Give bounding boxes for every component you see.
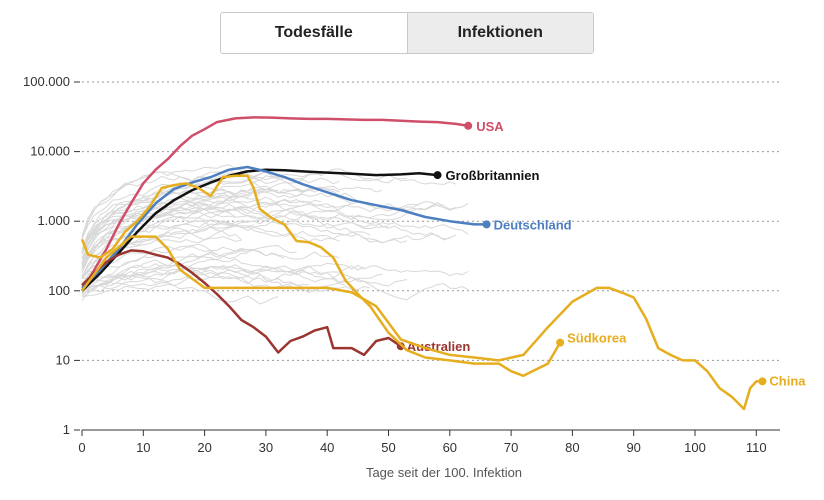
series-end-dot-usa xyxy=(464,121,473,130)
x-tick-label: 90 xyxy=(626,440,640,455)
background-line xyxy=(81,258,346,298)
x-tick-label: 10 xyxy=(136,440,150,455)
background-line xyxy=(81,201,444,277)
series-line-usa xyxy=(80,116,469,292)
background-country-lines xyxy=(81,164,469,305)
background-line xyxy=(81,164,248,239)
infections-toggle-button[interactable]: Infektionen xyxy=(406,13,593,53)
background-line xyxy=(81,188,279,264)
background-line xyxy=(81,198,408,265)
x-tick-label: 50 xyxy=(381,440,395,455)
y-tick-label: 1 xyxy=(63,422,70,437)
y-tick-label: 100 xyxy=(48,283,70,298)
deaths-toggle-button[interactable]: Todesfälle xyxy=(274,24,353,41)
metric-toggle: Todesfälle Infektionen xyxy=(220,12,594,54)
series-line-sdkorea xyxy=(80,174,562,378)
series-line-grobritannien xyxy=(81,168,438,292)
series-label-deutschland: Deutschland xyxy=(494,217,572,232)
background-line xyxy=(81,181,352,255)
background-line xyxy=(81,176,303,254)
series-label-grobritannien: Großbritannien xyxy=(446,168,540,183)
x-tick-label: 100 xyxy=(684,440,706,455)
background-line xyxy=(81,265,365,295)
background-line xyxy=(81,245,297,276)
background-line xyxy=(81,194,260,271)
x-tick-label: 60 xyxy=(443,440,457,455)
series-end-dot-sdkorea xyxy=(556,338,565,347)
series-line-australien xyxy=(81,249,402,357)
y-tick-label: 100.000 xyxy=(23,74,70,89)
background-line xyxy=(81,225,371,286)
x-tick-label: 80 xyxy=(565,440,579,455)
series-label-usa: USA xyxy=(476,119,504,134)
x-tick-label: 30 xyxy=(259,440,273,455)
x-tick-label: 0 xyxy=(78,440,85,455)
y-tick-label: 1.000 xyxy=(37,213,70,228)
background-line xyxy=(81,265,469,301)
series-end-dot-china xyxy=(758,377,767,386)
x-tick-label: 110 xyxy=(746,440,767,455)
series-line-china xyxy=(80,235,763,411)
x-tick-label: 20 xyxy=(197,440,211,455)
series-label-australien: Australien xyxy=(407,339,471,354)
y-tick-label: 10 xyxy=(56,352,70,367)
series-end-dot-deutschland xyxy=(482,220,491,229)
background-line xyxy=(81,168,457,240)
x-tick-label: 70 xyxy=(504,440,518,455)
series-end-dot-grobritannien xyxy=(433,171,442,180)
series-end-dot-australien xyxy=(396,342,405,351)
background-line xyxy=(81,262,469,283)
y-tick-label: 10.000 xyxy=(30,144,70,159)
background-line xyxy=(81,199,322,270)
background-line xyxy=(81,216,242,274)
series-label-sdkorea: Südkorea xyxy=(567,331,627,346)
series-label-china: China xyxy=(769,373,806,388)
x-axis-title: Tage seit der 100. Infektion xyxy=(366,465,522,480)
series-line-deutschland xyxy=(81,165,487,289)
background-line xyxy=(81,273,383,292)
x-tick-label: 40 xyxy=(320,440,334,455)
background-line xyxy=(81,202,457,267)
background-line xyxy=(81,243,285,277)
background-line xyxy=(81,199,450,259)
background-line xyxy=(81,263,371,301)
